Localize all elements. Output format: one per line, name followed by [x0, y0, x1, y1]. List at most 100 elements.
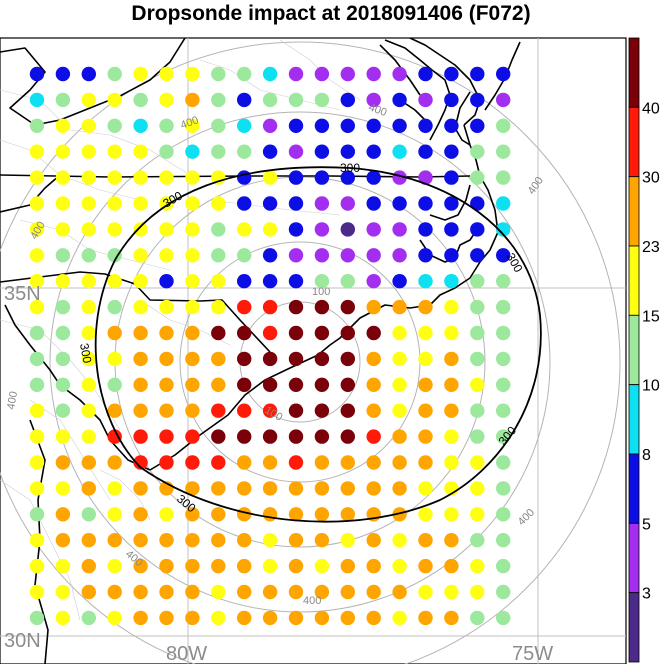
- impact-dot: [470, 170, 485, 185]
- impact-dot: [107, 248, 122, 263]
- impact-dot: [366, 377, 381, 392]
- impact-dot: [288, 558, 304, 574]
- impact-dot: [340, 558, 355, 574]
- impact-dot: [314, 351, 330, 367]
- colorbar-label: 15: [642, 308, 660, 325]
- impact-dot: [55, 377, 71, 392]
- chart-title: Dropsonde impact at 2018091406 (F072): [131, 2, 531, 25]
- impact-dot: [133, 455, 148, 470]
- impact-dot: [55, 170, 71, 185]
- impact-dot: [159, 377, 174, 392]
- impact-dot: [288, 533, 304, 548]
- impact-dot: [392, 455, 407, 470]
- impact-dot: [444, 429, 459, 444]
- impact-dot: [444, 274, 459, 289]
- impact-dot: [237, 351, 252, 367]
- impact-dot: [185, 533, 200, 548]
- impact-dot: [288, 222, 304, 237]
- impact-dot: [107, 481, 122, 496]
- impact-dot: [288, 325, 304, 341]
- impact-dot: [159, 222, 174, 237]
- impact-dot: [185, 610, 200, 626]
- impact-dot: [470, 507, 485, 522]
- impact-dot: [444, 610, 459, 626]
- impact-dot: [55, 507, 71, 522]
- impact-dot: [55, 66, 71, 82]
- impact-dot: [133, 403, 148, 418]
- impact-dot: [29, 610, 45, 626]
- impact-dot: [470, 481, 485, 496]
- impact-dot: [211, 118, 226, 133]
- impact-dot: [314, 481, 330, 496]
- impact-dot: [418, 196, 433, 211]
- impact-dot: [29, 274, 45, 289]
- impact-dot: [366, 299, 381, 315]
- impact-dot: [81, 377, 97, 392]
- impact-dot: [107, 66, 122, 82]
- impact-dot: [211, 222, 226, 237]
- impact-dot: [392, 584, 407, 600]
- ring-labels: 100 100 400 400 400 400 400 400 400 400: [5, 102, 546, 607]
- impact-dot: [133, 325, 148, 341]
- impact-dot: [237, 170, 252, 185]
- impact-dot: [81, 274, 97, 289]
- impact-dot: [496, 558, 511, 574]
- colorbar-swatch: [628, 37, 640, 108]
- impact-dot: [133, 351, 148, 367]
- impact-dot: [185, 351, 200, 367]
- impact-dot: [133, 118, 148, 133]
- impact-dot: [107, 325, 122, 341]
- impact-dot: [159, 558, 174, 574]
- impact-dot: [159, 92, 174, 108]
- impact-dot: [444, 377, 459, 392]
- colorbar-swatch: [628, 106, 640, 178]
- impact-dot: [392, 351, 407, 367]
- impact-dot: [29, 429, 45, 444]
- impact-dot: [107, 403, 122, 418]
- impact-dot: [470, 222, 485, 237]
- impact-dot: [29, 325, 45, 341]
- impact-dot: [340, 170, 355, 185]
- impact-dot: [133, 170, 148, 185]
- impact-dot: [392, 248, 407, 263]
- impact-dot: [366, 66, 381, 82]
- impact-dot: [366, 533, 381, 548]
- impact-dot: [107, 118, 122, 133]
- impact-dot: [262, 325, 278, 341]
- colorbar-swatch: [628, 245, 640, 316]
- impact-dot: [366, 144, 381, 159]
- impact-dot: [470, 92, 485, 108]
- impact-dot: [470, 533, 485, 548]
- impact-dot: [185, 170, 200, 185]
- impact-dot: [55, 325, 71, 341]
- impact-dot: [496, 299, 511, 315]
- impact-dot: [262, 610, 278, 626]
- impact-dot: [29, 533, 45, 548]
- impact-dot: [159, 118, 174, 133]
- impact-dot: [418, 481, 433, 496]
- impact-dot: [185, 274, 200, 289]
- impact-dot: [262, 455, 278, 470]
- impact-dot: [211, 248, 226, 263]
- impact-dot: [340, 403, 355, 418]
- impact-dot: [237, 533, 252, 548]
- impact-dot: [444, 299, 459, 315]
- contour-label: 300: [340, 161, 360, 175]
- impact-dot: [418, 170, 433, 185]
- impact-dot: [418, 222, 433, 237]
- impact-dot: [159, 584, 174, 600]
- lat-label: 35N: [4, 283, 41, 305]
- impact-dot: [107, 299, 122, 315]
- impact-dot: [392, 274, 407, 289]
- impact-dot: [55, 481, 71, 496]
- impact-dot: [340, 222, 355, 237]
- impact-dot: [29, 196, 45, 211]
- impact-dot: [81, 299, 97, 315]
- impact-dot: [185, 429, 200, 444]
- impact-dot: [262, 248, 278, 263]
- impact-dot: [470, 429, 485, 444]
- impact-dot: [496, 248, 511, 263]
- impact-dot: [262, 299, 278, 315]
- impact-dot: [288, 118, 304, 133]
